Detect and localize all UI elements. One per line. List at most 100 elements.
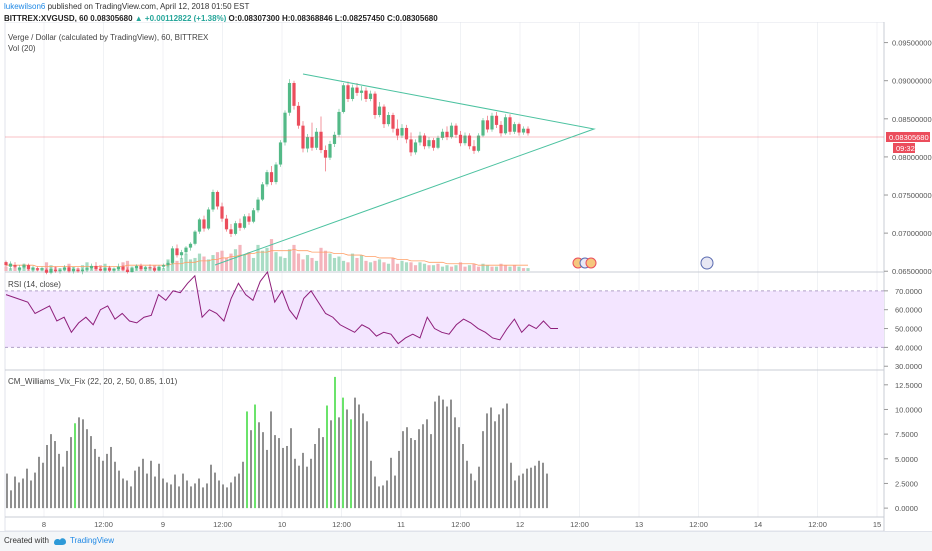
vix-bar (198, 478, 200, 509)
symbol-label: BITTREX:XVGUSD, 60 (4, 14, 89, 23)
candle-body (359, 90, 364, 93)
candle-body (94, 265, 98, 269)
candle-body (323, 150, 328, 158)
vix-bar (434, 401, 436, 509)
volume-bar (494, 266, 499, 271)
vix-bar (366, 421, 368, 509)
vix-bar (462, 443, 464, 509)
vix-bar (38, 456, 40, 509)
vix-bar (334, 376, 336, 509)
open-label: O: (228, 14, 238, 23)
volume-bar (80, 265, 85, 271)
vix-bar (318, 428, 320, 509)
volume-bar (485, 265, 490, 271)
volume-bar (517, 266, 521, 271)
vix-bar (510, 462, 512, 509)
volume-bar (404, 262, 409, 271)
volume-bar (332, 257, 337, 271)
vix-bar (106, 453, 108, 509)
vix-bar (78, 417, 80, 509)
tradingview-logo-icon (54, 538, 66, 545)
event-markers[interactable] (572, 256, 714, 270)
vix-bar (430, 434, 432, 509)
vix-bar (174, 474, 176, 509)
vix-bar (310, 458, 312, 509)
event-flag-icon[interactable] (700, 256, 714, 270)
candle-body (215, 191, 220, 207)
author-link[interactable]: lukewilson6 (4, 2, 46, 11)
candle-body (364, 90, 368, 99)
candle-body (13, 265, 17, 267)
candle-body (355, 87, 359, 93)
candle-body (67, 267, 71, 272)
candle-body (134, 265, 139, 269)
vix-bar (422, 424, 424, 509)
volume-bar (305, 255, 310, 271)
time-tick-label: 11 (397, 520, 405, 529)
vix-bar (346, 409, 348, 509)
candle-body (337, 111, 341, 135)
vix-bar (438, 395, 440, 509)
candle-body (427, 140, 431, 147)
volume-bar (125, 260, 130, 271)
vix-bar (14, 476, 16, 509)
tradingview-brand[interactable]: TradingView (70, 536, 115, 545)
candle-body (454, 125, 458, 135)
volume-bar (283, 257, 287, 271)
vix-bar (54, 441, 56, 509)
volume-bar (215, 252, 220, 271)
rsi-tick-label: 60.0000 (895, 306, 922, 315)
candle-body (440, 131, 445, 138)
candle-body (44, 269, 49, 273)
vix-bar (154, 476, 156, 509)
candle-body (481, 120, 485, 136)
candle-body (233, 223, 238, 234)
candle-body (526, 128, 530, 134)
vix-bar (258, 422, 260, 509)
candle-body (463, 135, 467, 144)
candle-body (260, 184, 265, 200)
triangle-pattern-line[interactable] (214, 73, 596, 266)
volume-bar (337, 256, 341, 271)
candle-body (206, 209, 211, 229)
vix-bar (518, 475, 520, 509)
volume-bar (422, 263, 427, 271)
vix-bar (278, 438, 280, 509)
volume-bar (449, 266, 454, 271)
vix-bar (442, 399, 444, 509)
vix-bar (350, 419, 352, 509)
vix-bar (458, 427, 460, 509)
volume-bar (508, 266, 512, 271)
vix-bar (222, 484, 224, 509)
vix-bar (186, 480, 188, 509)
candle-body (278, 142, 283, 165)
candle-body (35, 268, 40, 270)
candle-body (116, 266, 121, 269)
candle-body (296, 105, 301, 126)
last-price: 0.08305680 (90, 14, 133, 23)
volume-bar (409, 262, 413, 271)
volume-bar (188, 259, 193, 271)
vix-bar (374, 476, 376, 509)
vix-bar (102, 460, 104, 509)
vix-bar (170, 484, 172, 509)
vix-bar (274, 435, 276, 509)
vix-bar (74, 423, 76, 509)
candle-body (98, 268, 103, 271)
candle-body (256, 199, 260, 211)
candle-body (202, 219, 206, 229)
candle-body (71, 268, 76, 272)
volume-bar (512, 265, 517, 271)
vix-bar (122, 478, 124, 509)
volume-bars (4, 239, 530, 271)
event-flag-icon[interactable] (585, 257, 597, 269)
candle-body (229, 229, 233, 234)
candle-body (404, 127, 409, 140)
volume-bar (395, 263, 400, 271)
volume-bar (260, 250, 265, 271)
candle-body (400, 127, 404, 136)
candle-body (431, 140, 436, 148)
candle-body (395, 128, 400, 136)
candle-body (8, 263, 13, 267)
chart-canvas[interactable]: 0.09500000 0.09000000 0.08500000 0.08000000… (0, 22, 932, 531)
